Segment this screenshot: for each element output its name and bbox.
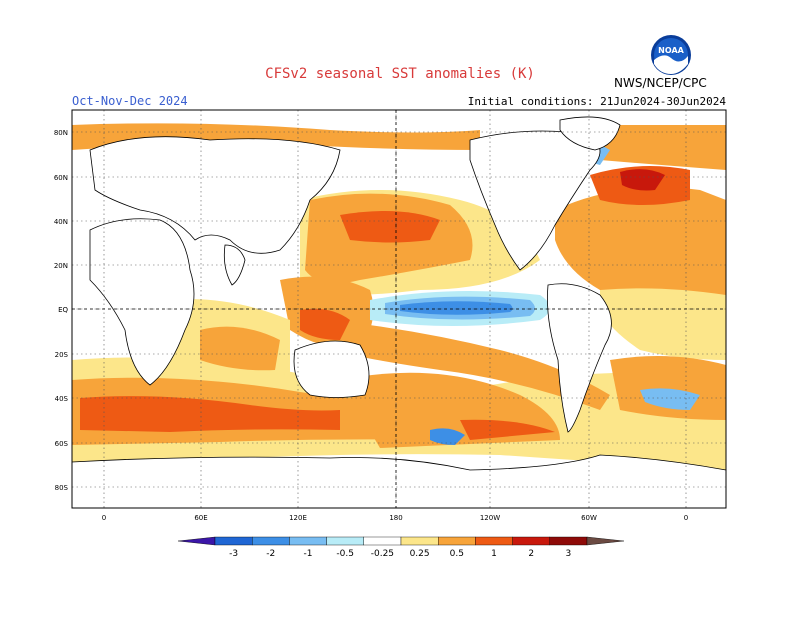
colorbar-segment-9 [549, 536, 588, 546]
colorbar-segment-8 [512, 536, 550, 546]
logo-text: NOAA [658, 46, 684, 55]
lat-label-40N: 40N [54, 218, 68, 226]
colorbar-tick-2: -1 [304, 549, 313, 559]
colorbar-segment-7 [475, 536, 513, 546]
north-atlantic-orange [555, 187, 726, 300]
lat-label-20S: 20S [55, 351, 69, 359]
south-atlantic-cold-patch [640, 388, 700, 410]
southern-cold-patch [430, 428, 465, 445]
warm-pool-red [300, 308, 350, 340]
colorbar-tick-6: 0.5 [450, 549, 464, 559]
north-atlantic-darkred [620, 169, 665, 191]
lat-label-20N: 20N [54, 262, 68, 270]
lat-label-60S: 60S [55, 440, 69, 448]
land-masses [72, 116, 726, 508]
south-pacific-red [460, 419, 555, 440]
south-pacific-diagonal-band [330, 320, 610, 410]
australia-land [293, 340, 370, 398]
colorbar-segment-3 [326, 536, 365, 546]
south-america-land [547, 283, 612, 433]
lon-label-3: 180 [389, 514, 402, 522]
colorbar-segment-6 [438, 536, 476, 546]
colorbar-tick-9: 3 [566, 549, 572, 559]
lon-label-5: 60W [581, 514, 597, 522]
lat-label-60N: 60N [54, 174, 68, 182]
colorbar: -3 -2 -1 -0.5 -0.25 0.25 0.5 1 2 3 [177, 536, 625, 559]
colorbar-tick-0: -3 [229, 549, 238, 559]
europe-asia-land [89, 136, 341, 254]
lat-label-80S: 80S [55, 484, 69, 492]
arctic-right-orange [600, 125, 726, 170]
colorbar-tick-3: -0.5 [336, 549, 354, 559]
colorbar-segment-0 [214, 536, 253, 546]
noaa-logo-icon: NOAA [651, 35, 691, 75]
southern-ocean-red [80, 396, 340, 432]
cold-tongue-core [400, 301, 513, 315]
colorbar-right-triangle [586, 536, 625, 546]
anomaly-fields [72, 123, 726, 470]
lat-label-40S: 40S [55, 395, 69, 403]
colorbar-tick-5: 0.25 [410, 549, 430, 559]
antarctica-land [72, 454, 726, 508]
initial-conditions-label: Initial conditions: 21Jun2024-30Jun2024 [467, 95, 726, 108]
lat-labels: 80N 60N 40N 20N EQ 20S 40S 60S 80S [54, 129, 69, 492]
south-atlantic-orange [610, 356, 726, 420]
lon-label-2: 120E [289, 514, 307, 522]
colorbar-left-triangle [177, 536, 216, 546]
agency-label: NWS/NCEP/CPC [614, 76, 707, 90]
lon-label-0: 0 [102, 514, 106, 522]
tropical-atlantic-yellow [600, 288, 726, 360]
colorbar-tick-8: 2 [528, 549, 534, 559]
lat-label-80N: 80N [54, 129, 68, 137]
lon-labels: 0 60E 120E 180 120W 60W 0 [102, 514, 688, 522]
map-frame [71, 109, 727, 509]
colorbar-segment-1 [251, 536, 290, 546]
chart-title: CFSv2 seasonal SST anomalies (K) [265, 66, 535, 82]
indian-ocean-orange [200, 326, 280, 371]
lon-label-4: 120W [480, 514, 500, 522]
lon-label-6: 0 [684, 514, 688, 522]
lat-label-EQ: EQ [58, 306, 68, 314]
colorbar-segment-4 [363, 536, 402, 546]
colorbar-segment-2 [289, 536, 327, 546]
colorbar-tick-1: -2 [266, 549, 275, 559]
lon-label-1: 60E [194, 514, 207, 522]
africa-land [89, 218, 195, 386]
colorbar-tick-7: 1 [491, 549, 497, 559]
season-label: Oct-Nov-Dec 2024 [72, 94, 188, 108]
greenland-land [559, 116, 621, 151]
north-pacific-red [340, 211, 440, 243]
colorbar-tick-4: -0.25 [371, 549, 394, 559]
colorbar-segment-5 [400, 536, 439, 546]
